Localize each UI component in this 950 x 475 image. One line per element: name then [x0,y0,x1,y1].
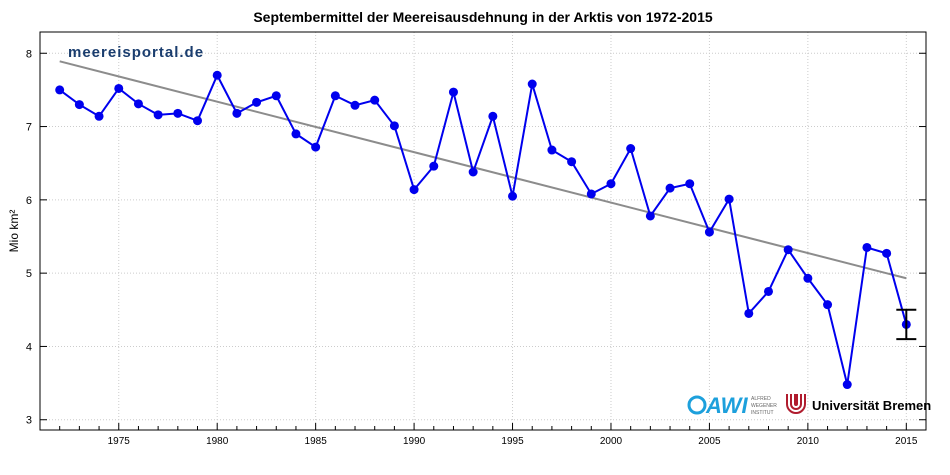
x-tick-label: 2005 [698,436,721,447]
svg-text:WEGENER: WEGENER [751,403,777,409]
data-point [547,145,557,155]
trend-line [59,60,907,280]
data-point [823,300,833,310]
data-point [527,79,537,89]
plot-frame [39,31,927,431]
data-point [488,111,498,121]
x-tick-label: 2015 [895,436,918,447]
data-point [389,121,399,131]
y-tick-label: 7 [26,122,32,134]
chart-title: Septembermittel der Meereisausdehnung in… [253,9,713,25]
data-point [744,308,754,318]
data-point [291,129,301,139]
data-point [409,185,419,195]
data-point [55,85,65,95]
data-point [271,91,281,101]
data-point [114,83,124,93]
data-point [783,245,793,255]
data-point [212,70,222,80]
data-point [330,91,340,101]
data-point [74,100,84,110]
data-point [606,179,616,189]
data-point [193,116,203,126]
data-point [94,111,104,121]
y-axis-label: Mio km² [7,210,21,253]
data-point [468,167,478,177]
data-point [350,100,360,110]
y-tick-label: 4 [26,341,32,353]
data-point [429,161,439,171]
data-point [882,248,892,258]
svg-text:INSTITUT: INSTITUT [751,410,774,416]
data-point [842,380,852,390]
x-tick-label: 2010 [797,436,820,447]
x-tick-label: 1980 [206,436,229,447]
series-line [59,72,908,385]
data-point [567,157,577,167]
y-tick-label: 6 [26,195,32,207]
data-point [508,191,518,201]
data-point [685,179,695,189]
awi-logo: AWI ALFRED WEGENER INSTITUT [687,393,777,418]
x-tick-label: 1990 [403,436,426,447]
data-point [252,97,262,107]
x-tick-label: 1995 [501,436,524,447]
data-point [645,211,655,221]
data-point [626,144,636,154]
data-point [153,110,163,120]
data-point [133,99,143,109]
data-point [173,108,183,118]
data-point [724,194,734,204]
data-point [448,87,458,97]
x-tick-label: 1975 [108,436,131,447]
data-point [586,189,596,199]
svg-text:ALFRED: ALFRED [751,396,771,402]
uni-bremen-logo: Universität Bremen [786,394,931,414]
y-tick-label: 8 [26,48,32,60]
y-tick-label: 5 [26,268,32,280]
svg-text:Universität Bremen: Universität Bremen [812,398,931,413]
data-point [704,227,714,237]
data-point [370,95,380,105]
data-point [763,286,773,296]
data-point [803,273,813,283]
data-point [665,183,675,193]
data-point [232,108,242,118]
x-tick-label: 1985 [305,436,328,447]
svg-text:AWI: AWI [705,393,748,418]
y-tick-label: 3 [26,415,32,427]
x-tick-label: 2000 [600,436,623,447]
watermark: meereisportal.de [68,44,204,61]
data-point [311,142,321,152]
data-point [862,242,872,252]
